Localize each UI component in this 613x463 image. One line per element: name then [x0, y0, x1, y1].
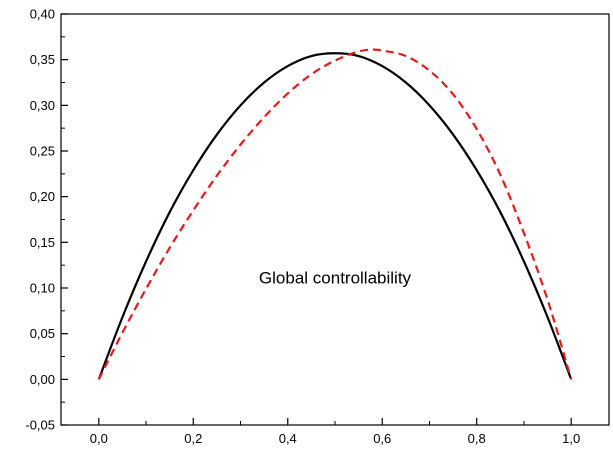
x-tick-label: 0,6 [373, 431, 391, 446]
y-tick-label: 0,15 [30, 235, 55, 250]
plot-frame [60, 13, 610, 426]
y-tick-label: 0,05 [30, 326, 55, 341]
x-tick-label: 0,4 [279, 431, 297, 446]
y-tick-label: -0,05 [25, 418, 55, 433]
series-layer [97, 48, 573, 380]
annotation-global-controllability: Global controllability [259, 268, 412, 287]
y-tick-label: 0,00 [30, 372, 55, 387]
y-tick-label: 0,30 [30, 98, 55, 113]
series-solid-black [97, 52, 573, 380]
x-tick-label: 0,8 [468, 431, 486, 446]
y-tick-label: 0,35 [30, 52, 55, 67]
y-tick-label: 0,10 [30, 281, 55, 296]
y-tick-label: 0,40 [30, 7, 55, 22]
axis-ticks: -0,05 0,00 0,05 0,10 0,15 0,20 0,25 0,30 0,35 0,4… [25, 7, 580, 447]
series-dashed-red [97, 48, 573, 380]
x-tick-label: 1,0 [562, 431, 580, 446]
y-tick-label: 0,25 [30, 144, 55, 159]
x-tick-label: 0,0 [90, 431, 108, 446]
x-tick-label: 0,2 [184, 431, 202, 446]
y-tick-label: 0,20 [30, 189, 55, 204]
